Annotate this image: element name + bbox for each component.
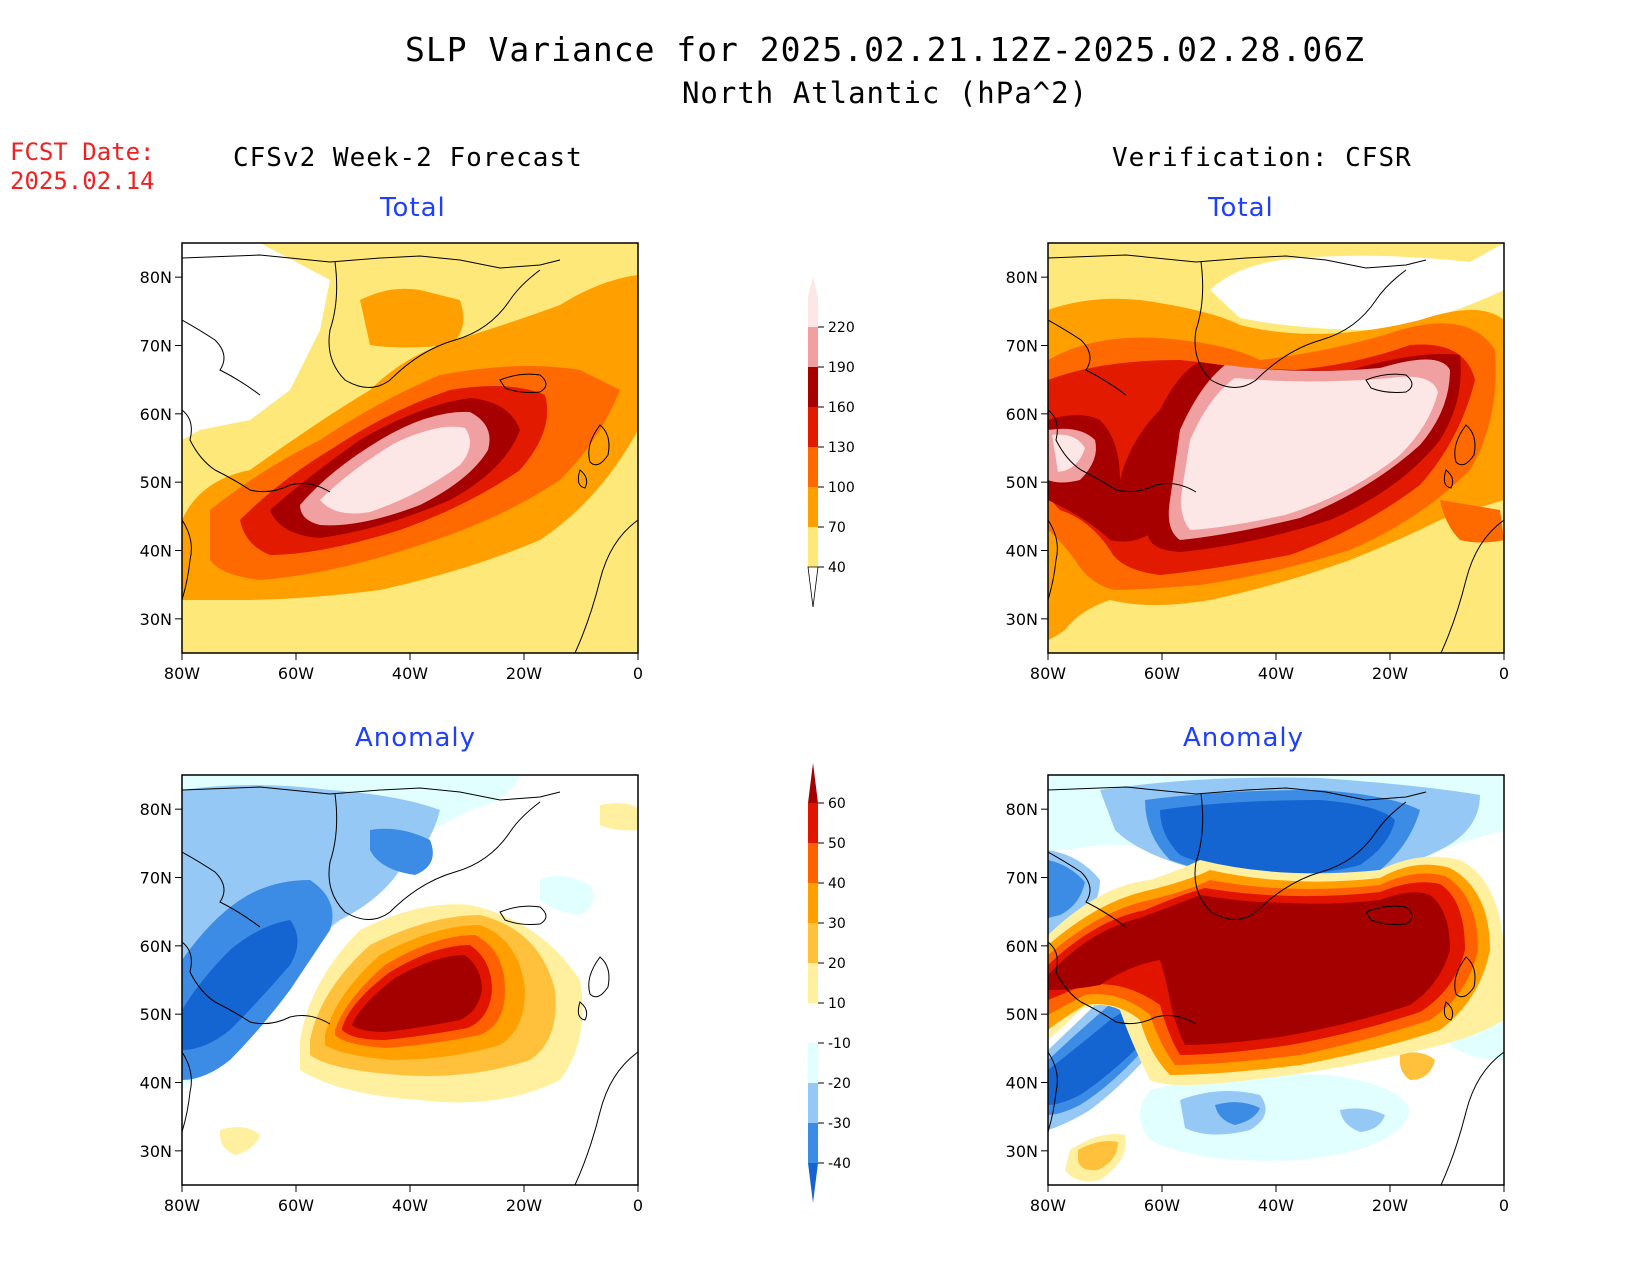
lat-tick-label: 60N — [1006, 937, 1038, 956]
colorbar-total-label: 70 — [828, 520, 846, 536]
lat-tick-label: 30N — [1006, 1142, 1038, 1161]
colorbar-anomaly-swatch — [808, 1043, 818, 1083]
axes-layer: 80N 70N 60N 50N 40N 30N 80W 60W 40W 20W 0 80N 70N 60N… — [140, 268, 1509, 1215]
lon-tick-label: 0 — [633, 1196, 643, 1215]
lon-tick-label: 40W — [392, 1196, 428, 1215]
colorbar-total-label: 100 — [828, 480, 855, 496]
lon-tick-label: 40W — [1258, 664, 1294, 683]
colorbar-anomaly: -40 -30 -20 -10 10 20 30 40 50 60 — [808, 763, 851, 1203]
colorbar-anomaly-lower-arrow — [808, 1163, 818, 1203]
lon-tick-label: 40W — [1258, 1196, 1294, 1215]
panel-title-verification-anomaly: Anomaly — [1183, 723, 1305, 753]
lon-tick-label: 60W — [1144, 1196, 1180, 1215]
colorbar-anomaly-label: 60 — [828, 796, 846, 812]
colorbar-total-swatch — [808, 527, 818, 567]
colorbar-anomaly-label: 50 — [828, 836, 846, 852]
lon-tick-label: 80W — [1030, 1196, 1066, 1215]
colorbar-anomaly-swatch — [808, 1003, 818, 1043]
colorbar-anomaly-label: 30 — [828, 916, 846, 932]
lon-tick-label: 20W — [506, 664, 542, 683]
main-subtitle: North Atlantic (hPa^2) — [681, 76, 1089, 110]
colorbar-anomaly-label: -10 — [828, 1036, 851, 1052]
map-forecast-anomaly — [182, 775, 638, 1185]
lat-tick-label: 50N — [1006, 1005, 1038, 1024]
lon-tick-label: 0 — [1499, 664, 1509, 683]
lat-tick-label: 80N — [1006, 268, 1038, 287]
column-title-forecast: CFSv2 Week-2 Forecast — [233, 143, 583, 173]
column-title-verification: Verification: CFSR — [1112, 143, 1412, 173]
lon-tick-label: 60W — [278, 664, 314, 683]
lon-tick-label: 20W — [1372, 664, 1408, 683]
colorbar-anomaly-swatch — [808, 843, 818, 883]
colorbar-anomaly-label: 20 — [828, 956, 846, 972]
map-verification-anomaly — [1048, 775, 1504, 1185]
lon-tick-label: 20W — [506, 1196, 542, 1215]
map-forecast-total — [182, 243, 638, 653]
lon-tick-label: 0 — [633, 664, 643, 683]
lat-tick-label: 40N — [1006, 542, 1038, 561]
colorbar-anomaly-swatch — [808, 1083, 818, 1123]
colorbar-total: 40 70 100 130 160 190 220 — [807, 277, 855, 608]
colorbar-total-label: 220 — [828, 320, 855, 336]
lat-tick-label: 30N — [140, 610, 172, 629]
lat-tick-label: 80N — [140, 268, 172, 287]
colorbar-total-label: 130 — [828, 440, 855, 456]
colorbar-anomaly-label: -40 — [828, 1156, 851, 1172]
lat-tick-label: 30N — [1006, 610, 1038, 629]
lat-tick-label: 50N — [1006, 473, 1038, 492]
colorbar-total-label: 40 — [828, 560, 846, 576]
colorbar-total-swatch — [808, 447, 818, 487]
lat-tick-label: 70N — [1006, 869, 1038, 888]
colorbar-anomaly-upper-arrow — [808, 763, 818, 803]
colorbar-total-swatch — [808, 327, 818, 367]
colorbar-total-label: 190 — [828, 360, 855, 376]
colorbar-anomaly-label: 10 — [828, 996, 846, 1012]
colorbar-total-swatch — [808, 487, 818, 527]
lat-tick-label: 70N — [1006, 337, 1038, 356]
colorbar-total-swatch — [808, 277, 818, 327]
lat-tick-label: 80N — [1006, 800, 1038, 819]
lat-tick-label: 40N — [140, 1074, 172, 1093]
colorbar-anomaly-label: -20 — [828, 1076, 851, 1092]
lon-tick-label: 80W — [164, 1196, 200, 1215]
lat-tick-label: 30N — [140, 1142, 172, 1161]
colorbar-anomaly-swatch — [808, 1123, 818, 1163]
lat-tick-label: 50N — [140, 1005, 172, 1024]
lat-tick-label: 50N — [140, 473, 172, 492]
lon-tick-label: 20W — [1372, 1196, 1408, 1215]
forecast-date-label: FCST Date: — [10, 138, 155, 166]
colorbar-anomaly-swatch — [808, 923, 818, 963]
colorbar-total-swatch — [808, 407, 818, 447]
lon-tick-label: 80W — [1030, 664, 1066, 683]
lon-tick-label: 60W — [278, 1196, 314, 1215]
lat-tick-label: 70N — [140, 869, 172, 888]
lon-tick-label: 40W — [392, 664, 428, 683]
panel-title-forecast-anomaly: Anomaly — [355, 723, 477, 753]
lon-tick-label: 80W — [164, 664, 200, 683]
lat-tick-label: 60N — [140, 405, 172, 424]
lat-tick-label: 60N — [140, 937, 172, 956]
main-title: SLP Variance for 2025.02.21.12Z-2025.02.… — [405, 30, 1365, 69]
colorbar-total-swatch — [808, 367, 818, 407]
lat-tick-label: 40N — [1006, 1074, 1038, 1093]
lat-tick-label: 80N — [140, 800, 172, 819]
forecast-date-block: FCST Date: 2025.02.14 — [10, 138, 155, 196]
lat-tick-label: 40N — [140, 542, 172, 561]
colorbar-anomaly-swatch — [808, 803, 818, 843]
lat-tick-label: 70N — [140, 337, 172, 356]
forecast-date-value: 2025.02.14 — [10, 167, 155, 195]
colorbar-anomaly-label: -30 — [828, 1116, 851, 1132]
colorbar-anomaly-swatch — [808, 883, 818, 923]
lon-tick-label: 60W — [1144, 664, 1180, 683]
colorbar-total-lower-arrow — [807, 566, 819, 608]
colorbar-total-label: 160 — [828, 400, 855, 416]
map-verification-total — [1048, 243, 1504, 653]
lat-tick-label: 60N — [1006, 405, 1038, 424]
colorbar-anomaly-swatch — [808, 963, 818, 1003]
lon-tick-label: 0 — [1499, 1196, 1509, 1215]
colorbar-anomaly-label: 40 — [828, 876, 846, 892]
panel-title-forecast-total: Total — [380, 193, 446, 223]
panel-title-verification-total: Total — [1208, 193, 1274, 223]
